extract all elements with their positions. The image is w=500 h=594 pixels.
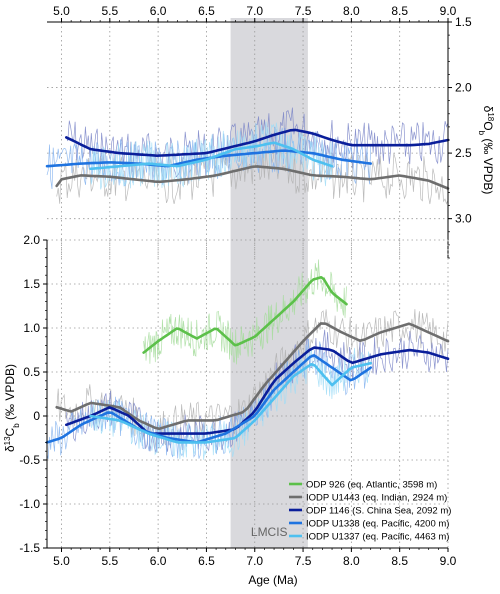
bottom-smoothed-line-4	[89, 361, 372, 444]
top-ylabel-sub: b	[478, 131, 487, 136]
bottom-x-tick-label: 7.5	[295, 554, 312, 568]
top-x-tick-label: 6.5	[198, 4, 215, 18]
legend-label-4: IODP U1337 (eq. Pacific, 4463 m)	[306, 532, 449, 543]
top-ylabel-sup: 18	[487, 112, 496, 121]
top-raw-record-3	[90, 121, 333, 190]
legend: ODP 926 (eq. Atlantic, 3598 m) IODP U1443…	[289, 480, 451, 543]
bottom-panel-series	[45, 259, 450, 460]
bottom-raw-record-4	[90, 347, 372, 460]
top-x-tick-label: 9.0	[440, 4, 457, 18]
top-y-tick-label: 1.5	[455, 15, 472, 29]
bottom-x-tick-label: 6.0	[150, 554, 167, 568]
bottom-x-tick-label: 5.0	[53, 554, 70, 568]
bottom-y-tick-label: -0.5	[19, 453, 40, 467]
top-x-tick-label: 8.5	[391, 4, 408, 18]
top-smoothed-line-1	[55, 165, 450, 190]
lmcis-label: LMCIS	[251, 525, 288, 539]
bottom-x-tick-label: 9.0	[440, 554, 457, 568]
bottom-ylabel-unit: (‰ VPDB)	[3, 364, 17, 423]
svg-text:δ13Cb (‰ VPDB): δ13Cb (‰ VPDB)	[3, 364, 21, 452]
top-x-tick-label: 6.0	[150, 4, 167, 18]
bottom-y-tick-label: 1.5	[23, 277, 40, 291]
bottom-x-tick-label: 5.5	[101, 554, 118, 568]
bottom-y-tick-label: 0	[33, 409, 40, 423]
bottom-smoothed-line-3	[45, 354, 372, 444]
top-ylabel-main: δ	[481, 106, 495, 113]
top-smoothed-line-3	[89, 141, 334, 171]
top-x-tick-label: 7.0	[246, 4, 263, 18]
bottom-smoothed-line-2	[65, 346, 450, 435]
legend-label-2: ODP 1146 (S. China Sea, 2092 m)	[306, 506, 451, 517]
bottom-raw-record-0	[143, 259, 347, 365]
top-x-tick-label: 7.5	[295, 4, 312, 18]
bottom-smoothed-line-0	[142, 276, 348, 354]
top-panel-axes: 5.0 5.5 6.0 6.5 7.0 7.5 8.0 8.5 9.01.5 2.0 2.5 3.0	[47, 4, 472, 259]
top-ylabel-unit: (‰ VPDB)	[481, 135, 495, 194]
bottom-ylabel-sub: b	[12, 423, 21, 428]
lmcis-band	[230, 18, 308, 548]
bottom-ylabel-main: δ	[3, 445, 17, 452]
bottom-y-tick-label: 0.5	[23, 365, 40, 379]
top-y-tick-label: 2.5	[455, 146, 472, 160]
bottom-y-tick-label: -1.0	[19, 497, 40, 511]
bottom-y-tick-label: -1.5	[19, 541, 40, 555]
x-axis-title: Age (Ma)	[248, 573, 297, 587]
top-panel-ylabel: δ18Ob (‰ VPDB)	[478, 106, 496, 195]
bottom-x-tick-label: 8.0	[343, 554, 360, 568]
bottom-panel-axes: 5.0 5.5 6.0 6.5 7.0 7.5 8.0 8.5 9.0 -1.5 -1.0 -0.5 0…	[19, 233, 456, 568]
legend-label-1: IODP U1443 (eq. Indian, 2924 m)	[306, 493, 447, 504]
bottom-y-tick-label: 2.0	[23, 233, 40, 247]
bottom-y-tick-label: 1.0	[23, 321, 40, 335]
top-y-tick-label: 2.0	[455, 81, 472, 95]
top-x-tick-label: 5.0	[53, 4, 70, 18]
bottom-panel-ylabel: δ13Cb (‰ VPDB)	[3, 364, 21, 452]
svg-text:δ18Ob (‰ VPDB): δ18Ob (‰ VPDB)	[478, 106, 496, 195]
top-x-tick-label: 5.5	[101, 4, 118, 18]
bottom-x-tick-label: 8.5	[391, 554, 408, 568]
top-ylabel-mid: O	[481, 121, 495, 130]
bottom-x-tick-label: 7.0	[246, 554, 263, 568]
bottom-smoothed-line-1	[55, 322, 450, 431]
bottom-ylabel-mid: C	[3, 427, 17, 436]
top-panel-series	[45, 107, 450, 205]
bottom-ylabel-sup: 13	[3, 436, 12, 445]
legend-label-3: IODP U1338 (eq. Pacific, 4200 m)	[306, 519, 449, 530]
top-x-tick-label: 8.0	[343, 4, 360, 18]
top-y-tick-label: 3.0	[455, 212, 472, 226]
bottom-x-tick-label: 6.5	[198, 554, 215, 568]
top-smoothed-line-0	[65, 128, 450, 157]
legend-label-0: ODP 926 (eq. Atlantic, 3598 m)	[306, 480, 437, 491]
